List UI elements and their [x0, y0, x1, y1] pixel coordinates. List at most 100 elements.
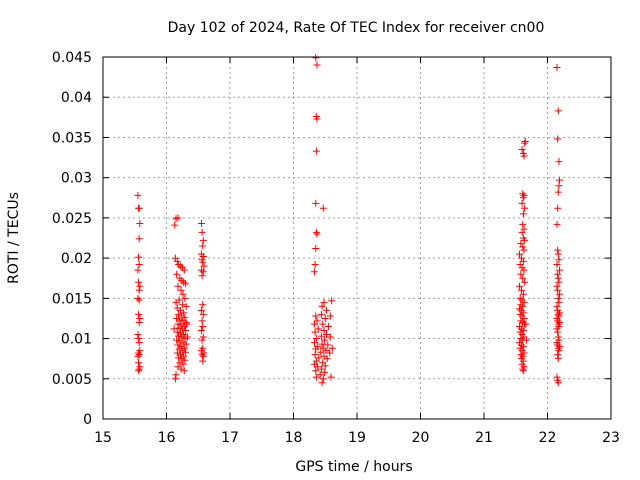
data-point — [319, 204, 327, 212]
data-point — [555, 278, 563, 286]
x-tick-labels: 15 16 17 18 19 20 21 22 23 — [94, 430, 620, 446]
data-point — [174, 282, 182, 290]
data-point — [521, 139, 529, 147]
data-point — [556, 176, 564, 184]
data-point — [314, 363, 322, 371]
data-point — [516, 310, 524, 318]
data-point — [519, 327, 527, 335]
y-tick-label: 0.03 — [61, 171, 92, 187]
y-tick-label: 0.045 — [52, 50, 92, 66]
data-point — [175, 310, 183, 318]
x-tick-label: 22 — [539, 430, 557, 446]
data-point — [135, 349, 143, 357]
data-point — [316, 371, 324, 379]
data-point — [516, 282, 524, 290]
data-point — [178, 347, 186, 355]
data-point — [135, 365, 143, 373]
data-point — [310, 320, 318, 328]
x-tick-label: 23 — [602, 430, 620, 446]
axis-ticks — [102, 56, 612, 420]
data-point — [136, 220, 144, 228]
data-point — [517, 335, 525, 343]
data-point — [135, 296, 143, 304]
data-point — [172, 298, 180, 306]
data-point — [522, 320, 530, 328]
data-point — [520, 225, 528, 233]
data-point — [317, 332, 325, 340]
data-point — [317, 310, 325, 318]
data-point — [328, 297, 336, 305]
data-point — [182, 327, 190, 335]
data-point — [321, 336, 329, 344]
data-point — [554, 328, 562, 336]
data-point — [312, 244, 320, 252]
data-point — [554, 351, 562, 359]
data-point — [519, 290, 527, 298]
data-point — [134, 331, 142, 339]
data-point — [553, 302, 561, 310]
data-point — [519, 367, 527, 375]
data-point — [135, 253, 143, 261]
data-point — [519, 220, 527, 228]
data-point — [312, 335, 320, 343]
data-point — [312, 228, 320, 236]
data-point — [312, 54, 320, 62]
data-point — [311, 261, 319, 269]
data-point — [517, 254, 525, 262]
data-point — [519, 318, 527, 326]
data-point — [556, 290, 564, 298]
data-point — [323, 355, 331, 363]
data-point — [135, 359, 143, 367]
data-point — [519, 357, 527, 365]
data-point — [179, 339, 187, 347]
data-point — [553, 282, 561, 290]
data-point — [178, 325, 186, 333]
data-point — [174, 341, 182, 349]
data-point — [199, 322, 207, 330]
data-point — [517, 286, 525, 294]
data-point — [518, 146, 526, 154]
data-point — [553, 63, 561, 71]
data-point — [199, 268, 207, 276]
data-point — [555, 298, 563, 306]
data-point — [171, 254, 179, 262]
data-point — [182, 348, 190, 356]
data-point — [135, 278, 143, 286]
data-point — [327, 373, 335, 381]
data-point — [521, 278, 529, 286]
data-point — [311, 328, 319, 336]
x-tick-label: 18 — [285, 430, 303, 446]
data-point — [198, 228, 206, 236]
data-point — [182, 340, 190, 348]
data-point — [521, 204, 529, 212]
y-tick-label: 0.04 — [61, 90, 92, 106]
data-point — [313, 61, 321, 69]
data-point — [555, 182, 563, 190]
data-point — [554, 294, 562, 302]
x-tick-label: 19 — [348, 430, 366, 446]
data-point — [178, 312, 186, 320]
data-point — [176, 316, 184, 324]
data-point — [326, 333, 334, 341]
data-point — [136, 282, 144, 290]
data-point — [520, 152, 528, 160]
data-point — [179, 317, 187, 325]
data-point — [321, 362, 329, 370]
data-point — [556, 266, 564, 274]
data-point — [314, 325, 322, 333]
data-point — [318, 379, 326, 387]
y-tick-label: 0.025 — [52, 211, 92, 227]
data-point — [313, 115, 321, 123]
data-point — [312, 312, 320, 320]
data-point — [555, 256, 563, 264]
data-point — [554, 286, 562, 294]
data-point — [516, 250, 524, 258]
data-point — [310, 268, 318, 276]
data-point — [173, 270, 181, 278]
data-point — [326, 312, 334, 320]
data-point — [323, 331, 331, 339]
data-point — [198, 317, 206, 325]
data-point — [518, 228, 526, 236]
data-point — [172, 371, 180, 379]
